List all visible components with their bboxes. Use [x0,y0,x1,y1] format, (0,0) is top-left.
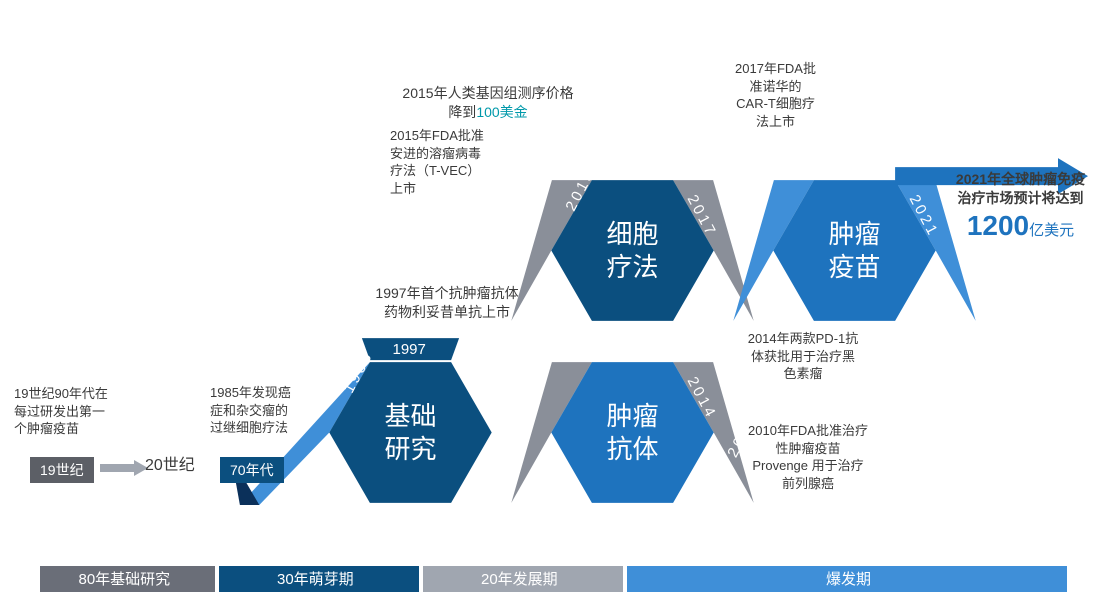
note-2015-seq: 2015年人类基因组测序价格 降到100美金 [378,84,598,122]
label-20c: 20世纪 [145,455,195,477]
note-2010: 2010年FDA批准治疗 性肿瘤疫苗 Provenge 用于治疗 前列腺癌 [728,422,888,492]
note-2021-line1: 2021年全球肿瘤免疫 治疗市场预计将达到 [938,170,1103,208]
note-19c: 19世纪90年代在 每过研发出第一 个肿瘤疫苗 [14,385,134,438]
svg-text:1997: 1997 [393,341,426,358]
hex-vaccine: 肿瘤 疫苗 [782,178,927,323]
hex-cell: 细胞 疗法 [560,178,705,323]
hex-antibody: 肿瘤 抗体 [560,360,705,505]
label-19c: 19世纪 [30,457,94,483]
infographic-canvas: 199719852014201020152017202180年基础研究30年萌芽… [0,0,1107,615]
svg-text:20年发展期: 20年发展期 [481,571,558,588]
note-2014: 2014年两款PD-1抗 体获批用于治疗黑 色素瘤 [728,330,878,383]
note-2021-value: 1200亿美元 [938,210,1103,242]
value-1200: 1200 [967,210,1029,241]
value-unit: 亿美元 [1029,222,1074,239]
svg-text:30年萌芽期: 30年萌芽期 [277,571,354,588]
hex-research: 基础 研究 [338,360,483,505]
svg-text:爆发期: 爆发期 [826,571,871,588]
note-2017: 2017年FDA批 准诺华的 CAR-T细胞疗 法上市 [718,60,833,130]
note-2015a-highlight: 100美金 [476,104,527,120]
note-1997: 1997年首个抗肿瘤抗体 药物利妥昔单抗上市 [352,284,542,322]
svg-text:80年基础研究: 80年基础研究 [79,571,171,588]
note-2015-tvec: 2015年FDA批准 安进的溶瘤病毒 疗法（T-VEC） 上市 [390,127,520,197]
note-1985: 1985年发现癌 症和杂交瘤的 过继细胞疗法 [210,384,320,437]
label-70s: 70年代 [220,457,284,483]
